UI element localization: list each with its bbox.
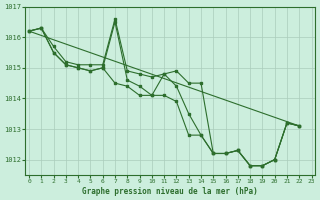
X-axis label: Graphe pression niveau de la mer (hPa): Graphe pression niveau de la mer (hPa) (83, 187, 258, 196)
